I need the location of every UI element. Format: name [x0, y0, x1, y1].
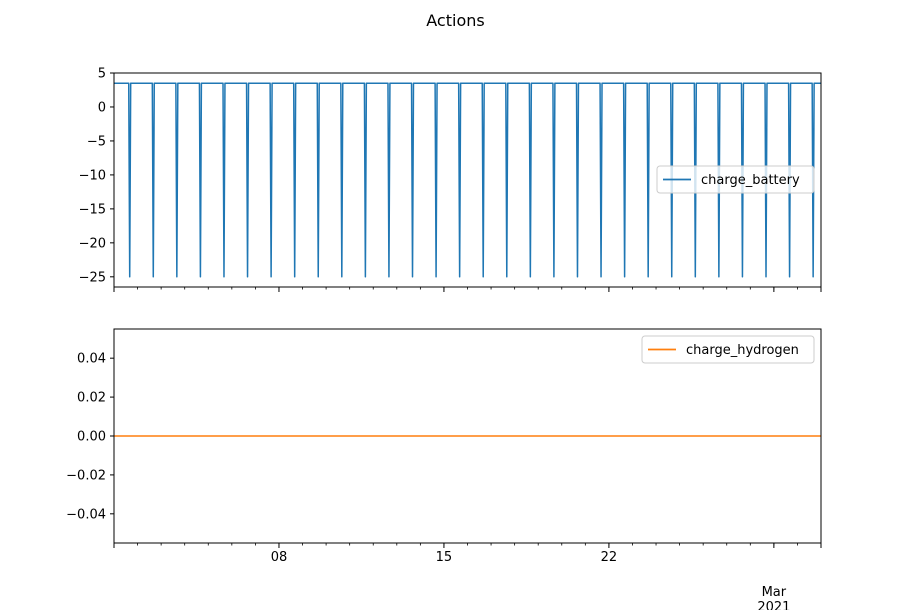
hydrogen-axes: 0.04 0.02 0.00 −0.02 −0.04 08 15 22 Mar 2021 charg…	[66, 328, 822, 610]
x-tick-label: 08	[271, 550, 288, 565]
x-tick-label: 15	[436, 550, 453, 565]
x-tick-label-line: 2021	[757, 600, 790, 610]
series-line-charge-battery	[114, 82, 821, 278]
legend-label: charge_battery	[701, 173, 800, 188]
y-tick-label: 0.02	[77, 391, 106, 406]
y-tick-label: −25	[79, 270, 106, 285]
chart-title: Actions	[426, 11, 484, 30]
y-tick-label: 5	[98, 67, 106, 82]
y-tick-label: 0.04	[77, 352, 106, 367]
legend: charge_hydrogen	[641, 335, 815, 364]
y-tick-label: −0.02	[66, 468, 106, 483]
legend-label: charge_hydrogen	[686, 343, 799, 358]
legend: charge_battery	[656, 165, 815, 194]
y-tick-label: −0.04	[66, 507, 106, 522]
y-tick-label: −20	[79, 236, 106, 251]
y-tick-label: −15	[79, 202, 106, 217]
legend-frame	[641, 335, 815, 364]
battery-axes: 5 0 −5 −10 −15 −20 −25 charge_battery	[79, 67, 822, 292]
x-tick-label: 22	[601, 550, 618, 565]
x-tick-label-line: Mar	[762, 585, 787, 600]
y-tick-label: −10	[79, 168, 106, 183]
legend-frame	[656, 165, 815, 194]
y-tick-label: 0	[98, 100, 106, 115]
x-tick-label: Mar 2021	[757, 585, 790, 610]
y-tick-label: 0.00	[77, 430, 106, 445]
y-tick-label: −5	[87, 134, 106, 149]
